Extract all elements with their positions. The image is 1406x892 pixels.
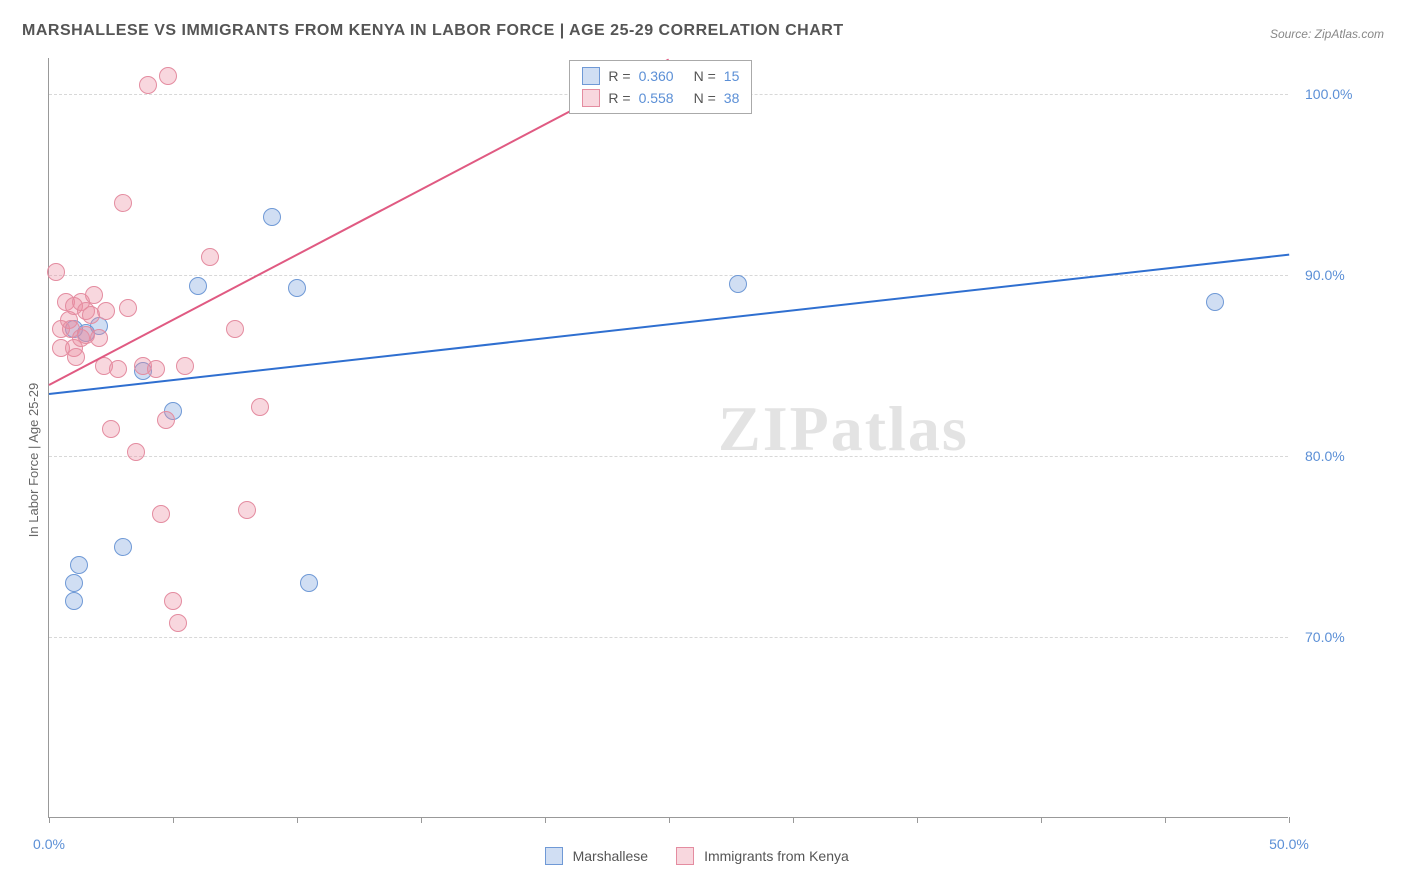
- scatter-point: [201, 248, 219, 266]
- x-tick: [421, 817, 422, 823]
- scatter-point: [70, 556, 88, 574]
- x-tick: [1165, 817, 1166, 823]
- scatter-point: [1206, 293, 1224, 311]
- scatter-point: [102, 420, 120, 438]
- watermark: ZIPatlas: [718, 392, 969, 466]
- legend-swatch: [582, 89, 600, 107]
- scatter-point: [139, 76, 157, 94]
- legend-r-label: R =: [608, 65, 630, 87]
- x-tick: [793, 817, 794, 823]
- y-tick-label: 100.0%: [1305, 86, 1352, 102]
- legend-n-label: N =: [694, 65, 716, 87]
- scatter-point: [119, 299, 137, 317]
- scatter-point: [238, 501, 256, 519]
- correlation-legend: R = 0.360 N = 15 R = 0.558 N = 38: [569, 60, 752, 114]
- scatter-point: [157, 411, 175, 429]
- legend-r-value: 0.558: [639, 87, 674, 109]
- y-axis-label: In Labor Force | Age 25-29: [26, 383, 41, 537]
- legend-swatch: [545, 847, 563, 865]
- scatter-point: [47, 263, 65, 281]
- scatter-point: [729, 275, 747, 293]
- scatter-point: [65, 592, 83, 610]
- scatter-point: [114, 194, 132, 212]
- scatter-point: [300, 574, 318, 592]
- legend-swatch: [676, 847, 694, 865]
- x-tick: [297, 817, 298, 823]
- x-tick: [173, 817, 174, 823]
- scatter-point: [169, 614, 187, 632]
- series-legend: Marshallese Immigrants from Kenya: [545, 847, 867, 865]
- scatter-point: [67, 348, 85, 366]
- scatter-point: [189, 277, 207, 295]
- scatter-point: [114, 538, 132, 556]
- scatter-point: [251, 398, 269, 416]
- legend-n-value: 15: [724, 65, 740, 87]
- x-tick: [1289, 817, 1290, 823]
- y-tick-label: 90.0%: [1305, 267, 1345, 283]
- x-tick: [49, 817, 50, 823]
- legend-r-label: R =: [608, 87, 630, 109]
- x-tick-label: 0.0%: [33, 836, 65, 852]
- legend-n-value: 38: [724, 87, 740, 109]
- x-tick-label: 50.0%: [1269, 836, 1309, 852]
- scatter-point: [90, 329, 108, 347]
- scatter-point: [65, 574, 83, 592]
- scatter-point: [263, 208, 281, 226]
- legend-n-label: N =: [694, 87, 716, 109]
- x-tick: [1041, 817, 1042, 823]
- y-tick-label: 70.0%: [1305, 629, 1345, 645]
- scatter-point: [109, 360, 127, 378]
- plot-area: ZIPatlas 70.0%80.0%90.0%100.0%0.0%50.0%R…: [48, 58, 1288, 818]
- scatter-point: [159, 67, 177, 85]
- scatter-point: [176, 357, 194, 375]
- legend-series-label: Marshallese: [573, 848, 648, 864]
- x-tick: [917, 817, 918, 823]
- x-tick: [669, 817, 670, 823]
- legend-row: R = 0.360 N = 15: [582, 65, 739, 87]
- scatter-point: [147, 360, 165, 378]
- scatter-point: [152, 505, 170, 523]
- scatter-point: [85, 286, 103, 304]
- chart-title: MARSHALLESE VS IMMIGRANTS FROM KENYA IN …: [22, 22, 844, 40]
- legend-row: R = 0.558 N = 38: [582, 87, 739, 109]
- scatter-point: [164, 592, 182, 610]
- scatter-point: [288, 279, 306, 297]
- gridline: [49, 456, 1288, 457]
- scatter-point: [127, 443, 145, 461]
- x-tick: [545, 817, 546, 823]
- y-tick-label: 80.0%: [1305, 448, 1345, 464]
- legend-series-label: Immigrants from Kenya: [704, 848, 849, 864]
- gridline: [49, 637, 1288, 638]
- legend-r-value: 0.360: [639, 65, 674, 87]
- legend-swatch: [582, 67, 600, 85]
- scatter-point: [226, 320, 244, 338]
- scatter-point: [97, 302, 115, 320]
- source-attribution: Source: ZipAtlas.com: [1270, 27, 1384, 41]
